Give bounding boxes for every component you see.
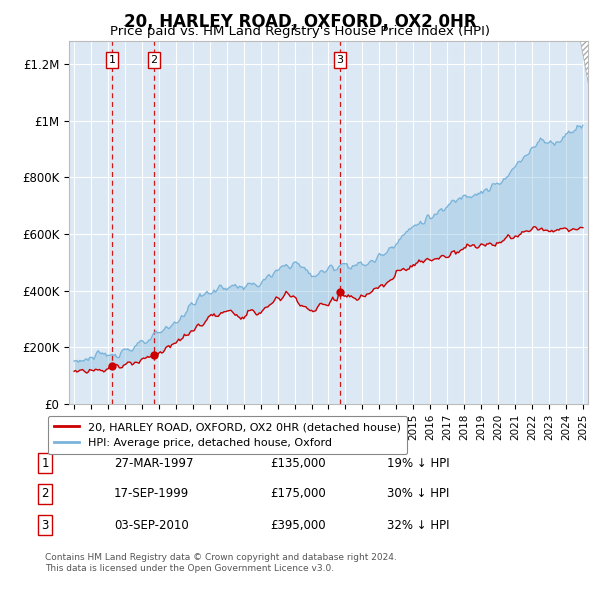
Text: 27-MAR-1997: 27-MAR-1997 bbox=[114, 457, 193, 470]
Legend: 20, HARLEY ROAD, OXFORD, OX2 0HR (detached house), HPI: Average price, detached : 20, HARLEY ROAD, OXFORD, OX2 0HR (detach… bbox=[47, 415, 407, 454]
Text: 2: 2 bbox=[151, 55, 158, 65]
Text: Contains HM Land Registry data © Crown copyright and database right 2024.: Contains HM Land Registry data © Crown c… bbox=[45, 553, 397, 562]
Text: 32% ↓ HPI: 32% ↓ HPI bbox=[387, 519, 449, 532]
Text: 20, HARLEY ROAD, OXFORD, OX2 0HR: 20, HARLEY ROAD, OXFORD, OX2 0HR bbox=[124, 13, 476, 31]
Text: £395,000: £395,000 bbox=[270, 519, 326, 532]
Text: This data is licensed under the Open Government Licence v3.0.: This data is licensed under the Open Gov… bbox=[45, 565, 334, 573]
Polygon shape bbox=[580, 41, 588, 84]
Text: 1: 1 bbox=[109, 55, 116, 65]
Text: £175,000: £175,000 bbox=[270, 487, 326, 500]
Text: 03-SEP-2010: 03-SEP-2010 bbox=[114, 519, 189, 532]
Text: 1: 1 bbox=[41, 457, 49, 470]
Text: 17-SEP-1999: 17-SEP-1999 bbox=[114, 487, 189, 500]
Text: 2: 2 bbox=[41, 487, 49, 500]
Text: 3: 3 bbox=[337, 55, 343, 65]
Text: 3: 3 bbox=[41, 519, 49, 532]
Text: 30% ↓ HPI: 30% ↓ HPI bbox=[387, 487, 449, 500]
Text: 19% ↓ HPI: 19% ↓ HPI bbox=[387, 457, 449, 470]
Text: Price paid vs. HM Land Registry's House Price Index (HPI): Price paid vs. HM Land Registry's House … bbox=[110, 25, 490, 38]
Text: £135,000: £135,000 bbox=[270, 457, 326, 470]
